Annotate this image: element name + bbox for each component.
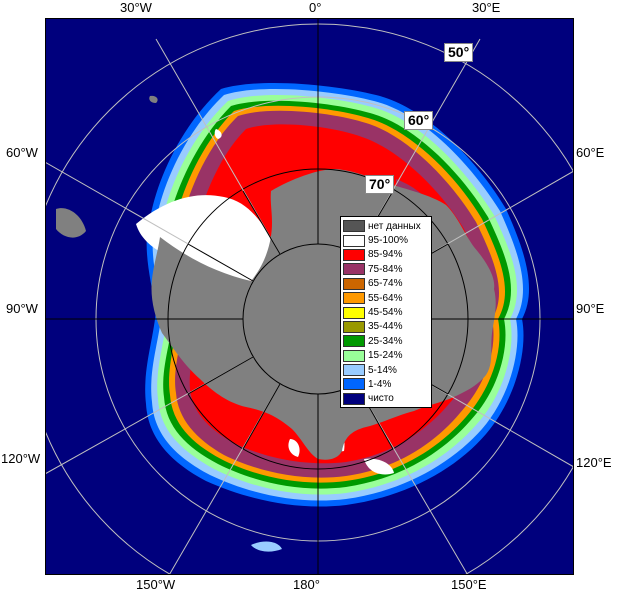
latitude-label-50: 50° <box>444 43 474 62</box>
legend-label: нет данных <box>368 220 421 232</box>
legend-item: 5-14% <box>343 363 429 377</box>
legend-label: 65-74% <box>368 278 403 290</box>
legend: нет данных 95-100% 85-94% 75-84% 65-74% 55-64… <box>340 216 432 409</box>
longitude-label-120w: 120°W <box>1 451 41 466</box>
legend-swatch <box>343 292 365 305</box>
legend-item: чисто <box>343 392 429 406</box>
legend-label: 15-24% <box>368 350 403 362</box>
legend-swatch <box>343 234 365 247</box>
legend-label: 45-54% <box>368 307 403 319</box>
polar-stereographic-map <box>46 19 573 574</box>
ice-patch-75-84 <box>266 459 316 476</box>
legend-swatch <box>343 335 365 348</box>
legend-swatch <box>343 277 365 290</box>
longitude-label-90e: 90°E <box>576 301 605 316</box>
legend-swatch <box>343 306 365 319</box>
longitude-label-150e: 150°E <box>451 577 487 592</box>
legend-item: 1-4% <box>343 377 429 391</box>
legend-swatch <box>343 220 365 233</box>
longitude-label-30e: 30°E <box>472 0 501 15</box>
longitude-label-120e: 120°E <box>576 455 612 470</box>
legend-item: 55-64% <box>343 291 429 305</box>
legend-label: 35-44% <box>368 321 403 333</box>
sea-ice-map: 50° 60° 70° нет данных 95-100% 85-94% 75-84… <box>45 18 574 575</box>
legend-label: 1-4% <box>368 378 392 390</box>
legend-item: 65-74% <box>343 277 429 291</box>
land-fragment <box>149 95 158 103</box>
longitude-label-0: 0° <box>309 0 322 15</box>
legend-item: нет данных <box>343 219 429 233</box>
legend-label: 5-14% <box>368 364 397 376</box>
legend-swatch <box>343 263 365 276</box>
longitude-label-90w: 90°W <box>6 301 38 316</box>
meridian-inner-150w <box>242 383 281 450</box>
legend-swatch <box>343 364 365 377</box>
ice-zone-95-100 <box>136 195 272 281</box>
legend-label: чисто <box>368 393 394 405</box>
latitude-label-70: 70° <box>365 175 395 194</box>
legend-item: 45-54% <box>343 305 429 319</box>
legend-label: 95-100% <box>368 235 409 247</box>
legend-swatch <box>343 392 365 405</box>
ice-zone-95-100 <box>364 458 394 475</box>
legend-swatch <box>343 320 365 333</box>
ice-zone-95-100 <box>214 129 222 139</box>
legend-item: 35-44% <box>343 320 429 334</box>
legend-item: 95-100% <box>343 233 429 247</box>
meridian-inner-30w <box>242 190 281 255</box>
latitude-label-60: 60° <box>404 111 434 130</box>
longitude-label-60w: 60°W <box>6 145 38 160</box>
legend-item: 85-94% <box>343 248 429 262</box>
longitude-label-180: 180° <box>293 577 320 592</box>
ice-floe-light <box>251 541 282 552</box>
legend-item: 15-24% <box>343 349 429 363</box>
land-fragment <box>56 208 86 238</box>
legend-item: 75-84% <box>343 262 429 276</box>
meridians <box>46 19 573 574</box>
legend-label: 55-64% <box>368 292 403 304</box>
legend-label: 85-94% <box>368 249 403 261</box>
legend-swatch <box>343 248 365 261</box>
meridian-inner-60w <box>187 243 254 282</box>
longitude-label-60e: 60°E <box>576 145 605 160</box>
legend-item: 25-34% <box>343 334 429 348</box>
legend-swatch <box>343 349 365 362</box>
legend-label: 25-34% <box>368 335 403 347</box>
longitude-label-30w: 30°W <box>120 0 152 15</box>
ice-zone-95-100 <box>288 439 300 457</box>
legend-swatch <box>343 378 365 391</box>
longitude-label-150w: 150°W <box>136 577 176 592</box>
meridian-inner-120w <box>187 356 254 395</box>
legend-label: 75-84% <box>368 263 403 275</box>
